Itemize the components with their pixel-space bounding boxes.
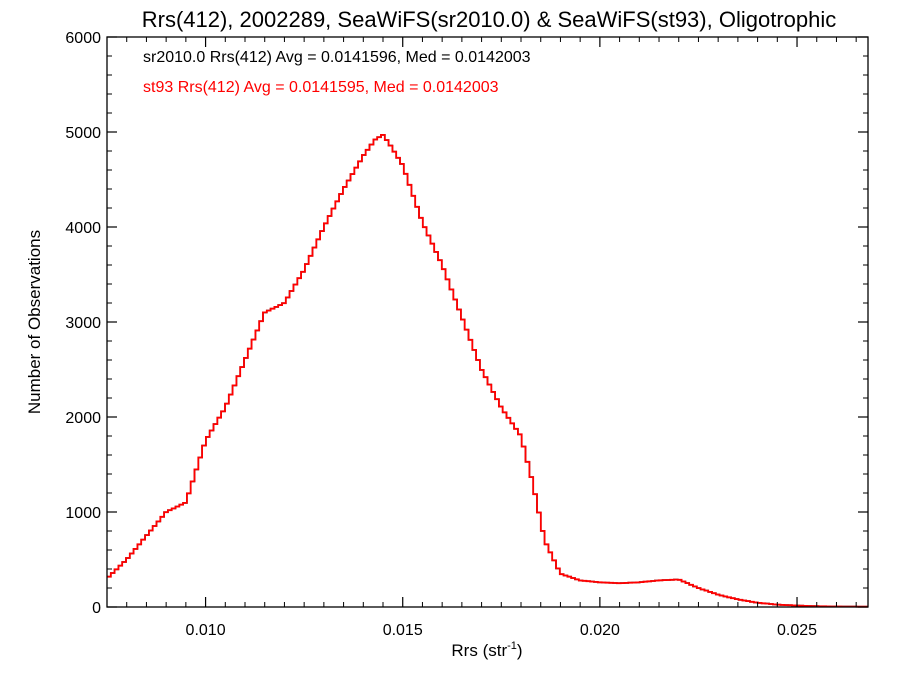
- histogram-series-1: [107, 134, 868, 608]
- x-tick-label: 0.025: [777, 622, 817, 639]
- x-tick-label: 0.020: [580, 622, 620, 639]
- annotation-st93: st93 Rrs(412) Avg = 0.0141595, Med = 0.0…: [143, 79, 499, 96]
- y-tick-label: 2000: [65, 410, 101, 427]
- y-tick-label: 6000: [65, 30, 101, 47]
- y-tick-label: 0: [92, 600, 101, 617]
- plot-frame: [106, 36, 869, 608]
- y-tick-label: 4000: [65, 220, 101, 237]
- y-axis-label: Number of Observations: [25, 230, 44, 414]
- x-tick-label: 0.015: [383, 622, 423, 639]
- x-axis-label: Rrs (str-1): [451, 640, 522, 660]
- y-tick-label: 1000: [65, 505, 101, 522]
- annotation-sr2010: sr2010.0 Rrs(412) Avg = 0.0141596, Med =…: [143, 49, 531, 66]
- histogram-series-2: [107, 134, 868, 608]
- y-tick-label: 3000: [65, 315, 101, 332]
- y-tick-label: 5000: [65, 125, 101, 142]
- chart-title: Rrs(412), 2002289, SeaWiFS(sr2010.0) & S…: [142, 7, 837, 32]
- x-tick-label: 0.010: [186, 622, 226, 639]
